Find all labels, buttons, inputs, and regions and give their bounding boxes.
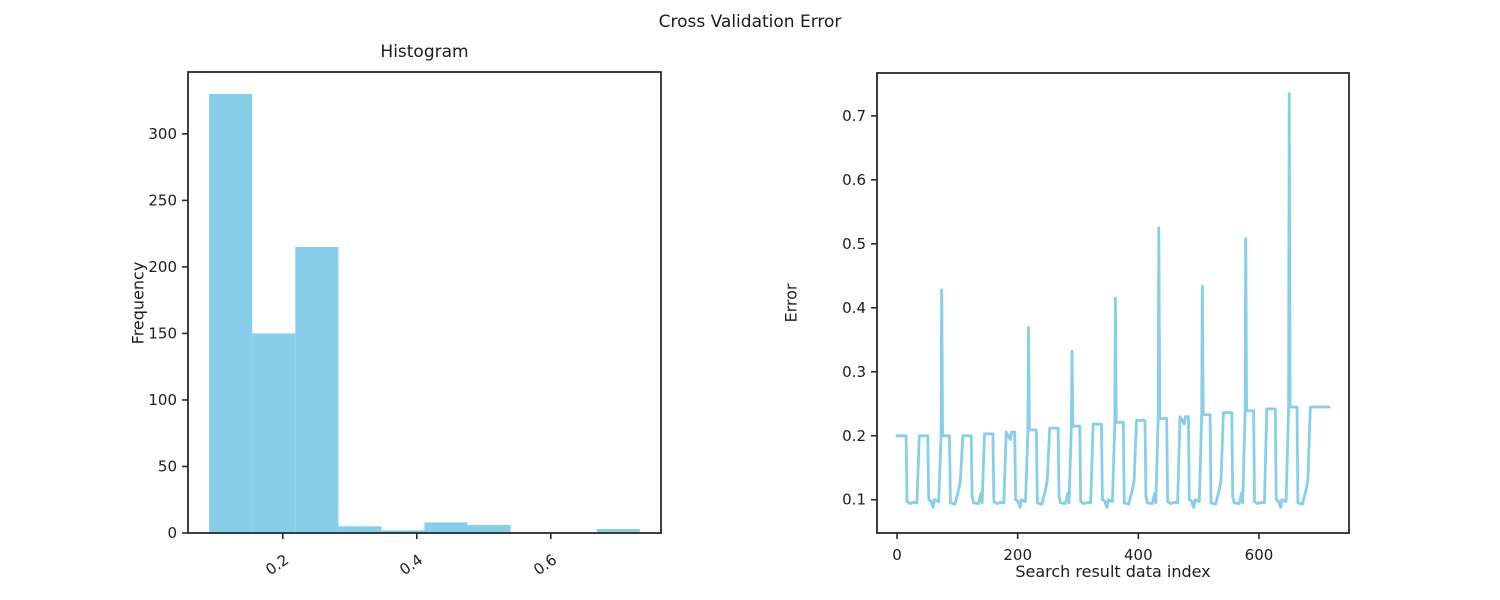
error-line [895,92,1331,509]
y-tick-label: 0.7 [842,107,866,125]
x-tick-label: 600 [1245,546,1274,564]
histogram-ylabel: Frequency [128,261,148,345]
y-tick-label: 0.4 [842,299,866,317]
histogram-bar [338,526,382,533]
x-tick-label: 0.2 [262,551,292,579]
y-tick-label: 0.6 [842,171,866,189]
y-tick-label: 0 [167,524,177,542]
plot-spines [187,71,662,534]
plot-spines [876,72,1350,534]
x-tick-label: 400 [1124,546,1153,564]
y-tick-label: 0.2 [842,427,866,445]
y-tick-label: 0.3 [842,363,866,381]
y-tick-label: 100 [148,391,177,409]
error-ylabel: Error [781,283,801,323]
figure-suptitle: Cross Validation Error [658,12,842,32]
y-tick-label: 250 [148,191,177,209]
y-tick-label: 200 [148,258,177,276]
x-tick-label: 0.4 [396,551,426,579]
histogram-bar [424,522,468,533]
histogram-title: Histogram [380,42,469,62]
x-tick-label: 200 [1003,546,1032,564]
histogram-bar [252,333,296,533]
y-tick-label: 50 [158,457,177,475]
error-line-plot: 0 200 400 600 0.1 0.2 0.3 0.4 0.5 0.6 0.7 [842,72,1350,564]
histogram-bar [381,530,425,533]
y-tick-label: 150 [148,324,177,342]
y-tick-label: 300 [148,125,177,143]
y-tick-label: 0.1 [842,491,866,509]
x-tick-label: 0 [892,546,902,564]
histogram-bar [467,525,511,533]
y-tick-label: 0.5 [842,235,866,253]
histogram-bar [209,94,253,533]
error-xlabel: Search result data index [1015,562,1211,581]
x-tick-label: 0.6 [530,551,560,579]
histogram-bar [596,529,640,533]
histogram-plot: 0.2 0.4 0.6 0 50 100 150 200 250 300 [148,71,662,579]
histogram-bar [295,247,339,533]
